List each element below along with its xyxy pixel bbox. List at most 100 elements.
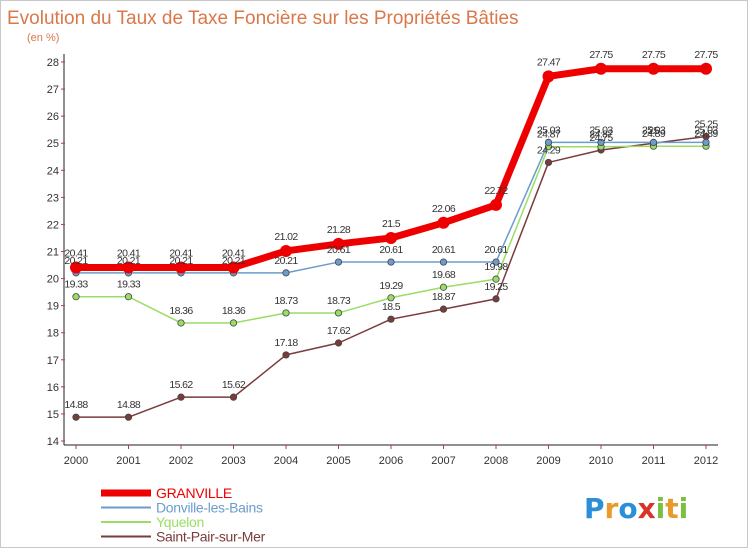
brand-letter: i bbox=[656, 492, 666, 525]
data-point bbox=[334, 258, 343, 266]
series-line-3 bbox=[76, 135, 707, 418]
data-label: 27.47 bbox=[537, 56, 561, 68]
x-tick-label: 2007 bbox=[431, 455, 455, 467]
data-point bbox=[229, 393, 238, 401]
data-label: 27.75 bbox=[589, 49, 613, 61]
data-label: 19.33 bbox=[64, 279, 88, 291]
data-label: 17.18 bbox=[274, 337, 298, 349]
data-label: 18.36 bbox=[169, 305, 193, 317]
data-point bbox=[387, 258, 395, 266]
legend-label: Yquelon bbox=[156, 514, 204, 530]
data-point bbox=[439, 283, 448, 291]
chart-title: Evolution du Taux de Taxe Foncière sur l… bbox=[7, 8, 519, 29]
data-point bbox=[334, 309, 343, 317]
y-tick-label: 14 bbox=[47, 436, 59, 448]
data-label: 19.68 bbox=[432, 269, 456, 281]
data-point bbox=[282, 309, 290, 317]
data-label: 18.73 bbox=[327, 295, 351, 307]
data-labels: 14.88 14.88 15.62 15.62 17.18 17.62 18.5 18.87 1… bbox=[64, 49, 719, 411]
x-tick-label: 2006 bbox=[379, 455, 403, 467]
data-point bbox=[385, 231, 397, 244]
data-point bbox=[227, 261, 240, 274]
data-point bbox=[72, 413, 80, 421]
axes: 14 15 16 17 18 19 20 21 22 23 24 25 26 27 28 2000 2001 20… bbox=[47, 54, 718, 467]
data-point bbox=[124, 293, 133, 301]
data-point bbox=[595, 62, 607, 75]
brand-letter: x bbox=[638, 492, 656, 525]
data-label: 20.61 bbox=[432, 244, 456, 256]
data-label: 20.41 bbox=[222, 247, 246, 259]
data-label: 14.88 bbox=[64, 399, 88, 411]
data-label: 21.02 bbox=[274, 231, 298, 243]
data-point bbox=[177, 319, 185, 327]
data-label: 18.87 bbox=[432, 291, 456, 303]
y-tick-label: 26 bbox=[47, 111, 59, 123]
data-label: 20.41 bbox=[64, 247, 88, 259]
data-label: 20.21 bbox=[64, 255, 88, 267]
data-point bbox=[542, 70, 555, 83]
y-tick-label: 28 bbox=[47, 57, 59, 69]
data-label: 25.03 bbox=[537, 124, 561, 136]
data-point bbox=[439, 305, 448, 313]
data-point bbox=[490, 198, 502, 211]
data-label: 22.06 bbox=[432, 203, 456, 215]
x-tick-label: 2000 bbox=[64, 455, 88, 467]
y-tick-label: 16 bbox=[47, 382, 59, 394]
data-label: 20.61 bbox=[327, 244, 351, 256]
data-point bbox=[387, 294, 395, 302]
data-label: 20.41 bbox=[117, 247, 141, 259]
data-point bbox=[544, 138, 553, 147]
x-tick-label: 2008 bbox=[484, 455, 508, 467]
data-point bbox=[649, 138, 658, 147]
data-point bbox=[282, 269, 290, 277]
data-label: 20.41 bbox=[169, 247, 193, 259]
y-tick-label: 19 bbox=[47, 301, 59, 313]
y-tick-label: 22 bbox=[47, 219, 59, 231]
y-tick-label: 23 bbox=[47, 192, 59, 204]
x-tick-label: 2011 bbox=[642, 455, 666, 467]
data-point bbox=[387, 315, 395, 323]
brand-text: Proxiti bbox=[584, 492, 688, 525]
x-tick-label: 2012 bbox=[694, 455, 718, 467]
data-label: 27.75 bbox=[694, 49, 718, 61]
data-label: 15.62 bbox=[222, 379, 246, 391]
data-label: 19.29 bbox=[379, 280, 403, 292]
data-label: 17.62 bbox=[327, 325, 351, 337]
data-label: 19.98 bbox=[484, 261, 508, 273]
y-tick-label: 18 bbox=[47, 328, 59, 340]
data-point bbox=[122, 261, 135, 274]
data-label: 15.62 bbox=[169, 379, 193, 391]
data-point bbox=[124, 413, 133, 421]
data-point bbox=[177, 393, 185, 401]
data-label: 20.61 bbox=[484, 244, 508, 256]
data-point bbox=[647, 62, 660, 75]
data-label: 21.5 bbox=[382, 218, 401, 230]
data-label: 24.89 bbox=[642, 128, 666, 140]
data-point bbox=[439, 258, 448, 266]
data-point bbox=[700, 62, 712, 75]
data-label: 27.75 bbox=[642, 49, 666, 61]
y-tick-label: 25 bbox=[47, 138, 59, 150]
brand-letter: o bbox=[618, 492, 637, 525]
data-point bbox=[70, 261, 82, 274]
x-tick-label: 2002 bbox=[169, 455, 193, 467]
data-point bbox=[492, 275, 500, 283]
x-tick-label: 2001 bbox=[116, 455, 140, 467]
brand-letter: P bbox=[584, 492, 605, 525]
y-tick-label: 21 bbox=[47, 247, 59, 259]
data-label: 19.33 bbox=[117, 279, 141, 291]
y-tick-label: 17 bbox=[47, 355, 59, 367]
data-label: 20.21 bbox=[274, 255, 298, 267]
data-point bbox=[72, 293, 80, 301]
data-label: 25.03 bbox=[642, 124, 666, 136]
data-label: 20.21 bbox=[222, 255, 246, 267]
x-tick-label: 2004 bbox=[274, 455, 298, 467]
data-point bbox=[492, 258, 500, 266]
y-tick-label: 27 bbox=[47, 84, 59, 96]
legend-label: Donville-les-Bains bbox=[156, 500, 263, 516]
data-label: 25 bbox=[648, 125, 659, 137]
legend-label: GRANVILLE bbox=[156, 485, 232, 501]
x-tick-label: 2010 bbox=[589, 455, 613, 467]
data-point bbox=[280, 244, 292, 257]
